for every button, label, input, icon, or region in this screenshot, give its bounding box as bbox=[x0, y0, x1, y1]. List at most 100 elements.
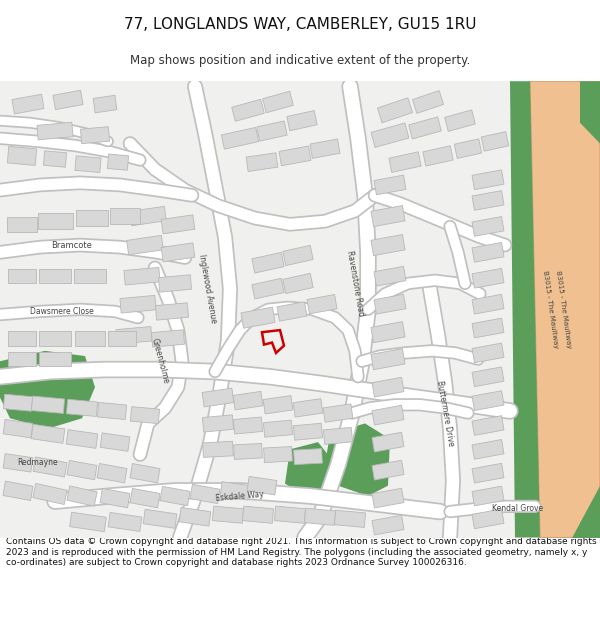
Polygon shape bbox=[33, 457, 67, 477]
Polygon shape bbox=[377, 98, 413, 122]
Polygon shape bbox=[472, 439, 504, 459]
Polygon shape bbox=[372, 405, 404, 425]
Polygon shape bbox=[323, 428, 353, 444]
Polygon shape bbox=[263, 396, 293, 414]
Polygon shape bbox=[257, 121, 287, 141]
Polygon shape bbox=[110, 208, 140, 224]
Polygon shape bbox=[371, 349, 405, 370]
Polygon shape bbox=[263, 420, 293, 437]
Polygon shape bbox=[39, 352, 71, 366]
Polygon shape bbox=[472, 268, 504, 288]
Polygon shape bbox=[293, 399, 323, 417]
Polygon shape bbox=[39, 269, 71, 284]
Text: Kendal Grove: Kendal Grove bbox=[492, 504, 543, 513]
Polygon shape bbox=[472, 391, 504, 411]
Polygon shape bbox=[472, 509, 504, 529]
Polygon shape bbox=[100, 488, 130, 508]
Polygon shape bbox=[389, 152, 421, 173]
Polygon shape bbox=[80, 127, 110, 144]
Polygon shape bbox=[212, 506, 244, 523]
Polygon shape bbox=[93, 95, 117, 113]
Polygon shape bbox=[53, 90, 83, 109]
Polygon shape bbox=[580, 81, 600, 144]
Text: Buttermere Drive: Buttermere Drive bbox=[435, 379, 455, 447]
Polygon shape bbox=[472, 486, 504, 506]
Polygon shape bbox=[372, 432, 404, 452]
Polygon shape bbox=[283, 246, 313, 266]
Polygon shape bbox=[67, 486, 97, 506]
Polygon shape bbox=[120, 296, 156, 313]
Polygon shape bbox=[160, 486, 190, 506]
Polygon shape bbox=[252, 278, 284, 299]
Polygon shape bbox=[293, 449, 322, 464]
Polygon shape bbox=[7, 146, 37, 166]
Polygon shape bbox=[371, 322, 405, 342]
Polygon shape bbox=[0, 351, 95, 429]
Polygon shape bbox=[3, 419, 33, 438]
Polygon shape bbox=[304, 508, 335, 526]
Text: Ravenstone Road: Ravenstone Road bbox=[345, 250, 365, 317]
Polygon shape bbox=[247, 476, 277, 495]
Polygon shape bbox=[307, 294, 337, 314]
Polygon shape bbox=[161, 243, 195, 262]
Polygon shape bbox=[232, 99, 265, 121]
Polygon shape bbox=[8, 331, 36, 346]
Polygon shape bbox=[220, 482, 250, 500]
Polygon shape bbox=[510, 81, 540, 538]
Polygon shape bbox=[100, 433, 130, 451]
Polygon shape bbox=[75, 331, 105, 346]
Polygon shape bbox=[293, 423, 323, 440]
Polygon shape bbox=[371, 123, 409, 148]
Polygon shape bbox=[371, 206, 405, 227]
Polygon shape bbox=[372, 460, 404, 480]
Polygon shape bbox=[371, 234, 405, 256]
Polygon shape bbox=[124, 268, 160, 285]
Polygon shape bbox=[143, 509, 177, 528]
Polygon shape bbox=[130, 206, 166, 226]
Polygon shape bbox=[454, 139, 482, 159]
Text: Contains OS data © Crown copyright and database right 2021. This information is : Contains OS data © Crown copyright and d… bbox=[6, 538, 596, 568]
Polygon shape bbox=[130, 464, 160, 483]
Polygon shape bbox=[67, 399, 98, 416]
Polygon shape bbox=[76, 211, 108, 226]
Polygon shape bbox=[107, 154, 128, 170]
Polygon shape bbox=[31, 424, 65, 443]
Polygon shape bbox=[530, 81, 600, 538]
Polygon shape bbox=[472, 170, 504, 189]
Polygon shape bbox=[472, 367, 504, 387]
Polygon shape bbox=[242, 506, 274, 523]
Text: B3015 - The Maultway: B3015 - The Maultway bbox=[554, 270, 571, 349]
Polygon shape bbox=[3, 454, 33, 472]
Polygon shape bbox=[155, 302, 188, 320]
Polygon shape bbox=[8, 269, 36, 284]
Polygon shape bbox=[67, 461, 97, 480]
Polygon shape bbox=[287, 111, 317, 131]
Polygon shape bbox=[572, 486, 600, 538]
Text: Bramcote: Bramcote bbox=[52, 241, 92, 249]
Text: Dawsmere Close: Dawsmere Close bbox=[30, 307, 94, 316]
Polygon shape bbox=[151, 330, 185, 347]
Text: Redmayne: Redmayne bbox=[17, 458, 58, 468]
Polygon shape bbox=[274, 506, 305, 523]
Polygon shape bbox=[66, 429, 98, 448]
Polygon shape bbox=[323, 404, 353, 422]
Polygon shape bbox=[374, 175, 406, 195]
Polygon shape bbox=[221, 127, 259, 149]
Polygon shape bbox=[472, 217, 504, 236]
Polygon shape bbox=[472, 318, 504, 338]
Polygon shape bbox=[116, 326, 152, 344]
Polygon shape bbox=[43, 151, 67, 168]
Polygon shape bbox=[472, 294, 504, 314]
Text: Map shows position and indicative extent of the property.: Map shows position and indicative extent… bbox=[130, 54, 470, 68]
Polygon shape bbox=[241, 307, 275, 328]
Polygon shape bbox=[70, 512, 106, 532]
Polygon shape bbox=[33, 483, 67, 504]
Polygon shape bbox=[4, 394, 32, 411]
Polygon shape bbox=[283, 273, 313, 294]
Polygon shape bbox=[97, 402, 127, 419]
Text: Greenholme: Greenholme bbox=[149, 338, 170, 385]
Polygon shape bbox=[74, 269, 106, 284]
Text: Inglewood Avenue: Inglewood Avenue bbox=[197, 254, 217, 324]
Text: Eskdale Way: Eskdale Way bbox=[215, 489, 265, 502]
Text: B3015 - The Maultway: B3015 - The Maultway bbox=[542, 270, 559, 349]
